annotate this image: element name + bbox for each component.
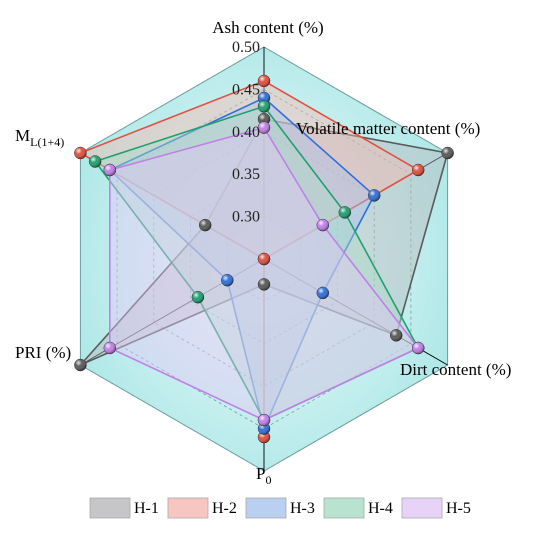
legend-label: H-3 bbox=[290, 500, 315, 517]
axis-label-pri: PRI (%) bbox=[15, 343, 71, 362]
data-point-h-3-pri bbox=[221, 273, 234, 287]
data-point-h-3-p0 bbox=[257, 422, 271, 435]
legend-item-h-1: H-1 bbox=[89, 497, 159, 519]
data-point-h-5-ash bbox=[257, 121, 271, 134]
data-point-h-4-ml bbox=[88, 155, 102, 168]
data-point-h-1-ash bbox=[257, 112, 271, 126]
data-point-h-4-pri bbox=[191, 290, 205, 304]
data-point-h-4-ash bbox=[257, 100, 271, 113]
data-point-h-2-volatile bbox=[411, 163, 425, 177]
axis-label-dirt: Dirt content (%) bbox=[400, 360, 511, 379]
data-point-h-5-dirt bbox=[411, 341, 425, 355]
tick-label: 0.35 bbox=[232, 166, 260, 183]
legend-label: H-5 bbox=[446, 500, 471, 517]
data-point-h-1-ml bbox=[198, 218, 212, 232]
data-point-h-1-pri bbox=[74, 358, 87, 372]
data-point-h-3-dirt bbox=[316, 286, 330, 300]
tick-label: 0.30 bbox=[232, 209, 260, 226]
legend-item-h-5: H-5 bbox=[401, 497, 471, 519]
legend-label: H-4 bbox=[368, 500, 393, 517]
tick-label: 0.45 bbox=[232, 81, 260, 98]
data-point-h-4-volatile bbox=[338, 206, 352, 219]
data-point-h-3-volatile bbox=[367, 189, 381, 202]
legend-label: H-2 bbox=[212, 500, 237, 517]
data-point-h-1-dirt bbox=[389, 329, 403, 342]
data-point-h-5-p0 bbox=[257, 413, 271, 427]
data-point-h-2-ash bbox=[257, 74, 271, 88]
data-point-h-1-volatile bbox=[441, 146, 454, 160]
data-point-h-2-ml bbox=[74, 146, 87, 160]
data-point-h-1-p0 bbox=[257, 278, 271, 291]
axis-label-ash: Ash content (%) bbox=[212, 18, 323, 37]
tick-label: 0.50 bbox=[232, 39, 260, 56]
data-point-h-5-volatile bbox=[316, 218, 330, 232]
tick-label: 0.40 bbox=[232, 124, 260, 141]
axis-label-volatile: Volatile matter content (%) bbox=[296, 119, 480, 138]
legend-label: H-1 bbox=[134, 500, 159, 517]
axis-label-ml: ML(1+4) bbox=[15, 126, 64, 149]
data-point-h-5-pri bbox=[103, 341, 117, 355]
data-point-h-5-ml bbox=[103, 163, 117, 177]
legend-item-h-3: H-3 bbox=[245, 497, 315, 519]
legend-item-h-4: H-4 bbox=[323, 497, 393, 519]
legend-item-h-2: H-2 bbox=[167, 497, 237, 519]
data-point-h-3-ash bbox=[257, 91, 271, 105]
data-point-h-2-pri bbox=[257, 252, 271, 266]
data-point-h-2-p0 bbox=[257, 430, 271, 444]
